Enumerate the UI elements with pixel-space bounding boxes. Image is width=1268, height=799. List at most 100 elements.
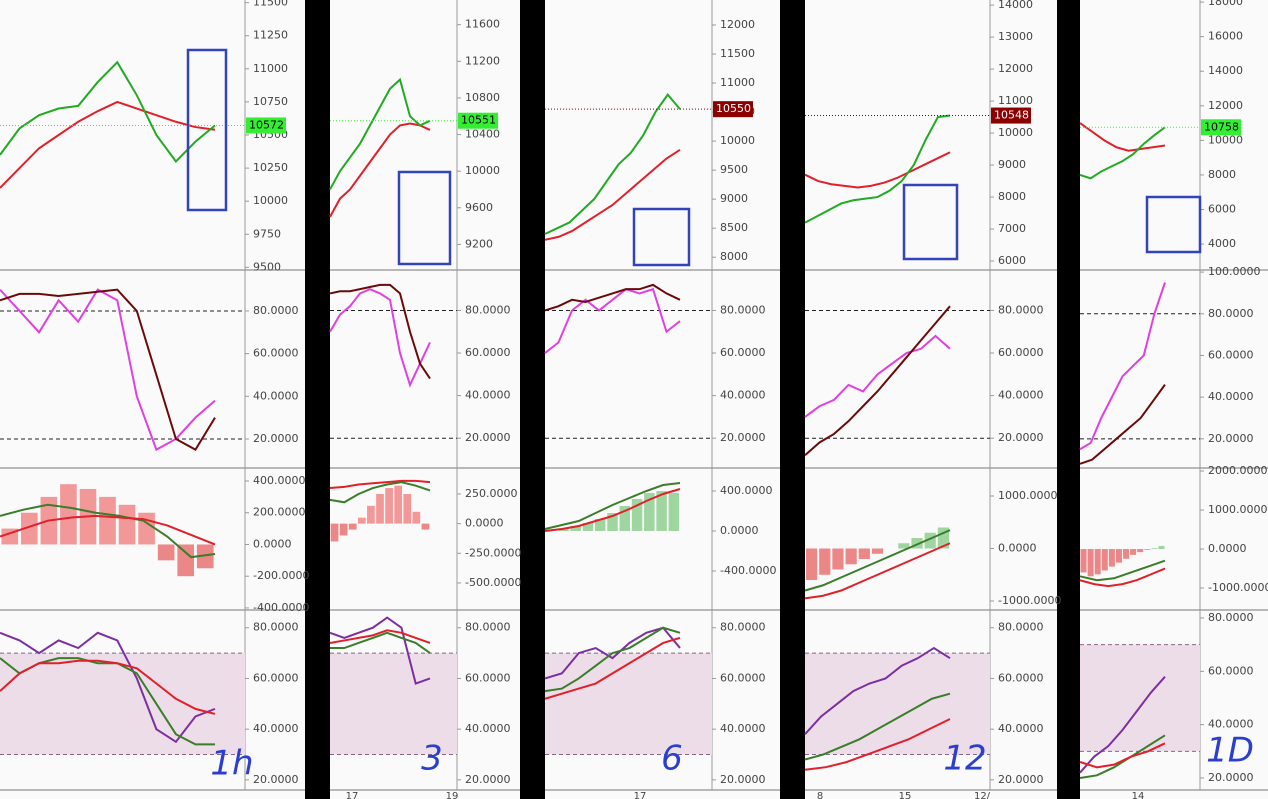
series-line [329, 616, 431, 685]
histogram-bar [858, 548, 870, 560]
y-tick-label: 12000 [1208, 99, 1243, 112]
histogram-bar [845, 548, 857, 565]
y-tick-label: 80.0000 [465, 621, 511, 634]
histogram-bar [937, 527, 950, 549]
y-tick-label: 10000 [720, 134, 755, 147]
histogram-bar [558, 529, 569, 531]
series-line [329, 481, 431, 504]
y-tick-label: 14000 [1208, 64, 1243, 77]
y-tick-label: 8500 [720, 221, 748, 234]
highlight-box [1145, 195, 1202, 254]
y-tick-label: 20.0000 [465, 431, 511, 444]
histogram-bar [21, 512, 38, 545]
x-tick-label: 12/ [974, 791, 991, 799]
y-tick-label: 0.0000 [720, 524, 759, 537]
series-line [0, 659, 216, 715]
y-tick-label: 0.0000 [465, 517, 504, 530]
y-tick-label: 40.0000 [720, 722, 766, 735]
price-tag [246, 117, 286, 134]
highlight-box [397, 170, 452, 266]
histogram-bar [339, 523, 348, 536]
series-line [1079, 282, 1166, 451]
y-tick-label: 60.0000 [253, 671, 299, 684]
histogram-bar [1101, 549, 1108, 571]
y-tick-label: 12000 [720, 18, 755, 31]
y-tick-label: 11250 [253, 29, 288, 42]
series-line [1079, 559, 1166, 582]
handwritten-label: 6 [661, 739, 683, 779]
y-tick-label: 20.0000 [1208, 432, 1254, 445]
y-tick-label: 60.0000 [720, 346, 766, 359]
y-tick-label: 20.0000 [253, 432, 299, 445]
series-line [804, 542, 951, 600]
y-tick-label: 80.0000 [720, 303, 766, 316]
y-tick-label: 20.0000 [253, 773, 299, 786]
price-tag-label: 10551 [461, 114, 496, 127]
histogram-bar [118, 504, 136, 545]
series-line [329, 288, 431, 388]
y-tick-label: 12000 [998, 62, 1033, 75]
y-tick-label: 20.0000 [1208, 771, 1254, 784]
y-tick-label: 10000 [465, 164, 500, 177]
y-tick-label: 40.0000 [253, 722, 299, 735]
histogram-bar [656, 491, 667, 531]
y-tick-label: 80.0000 [253, 304, 299, 317]
price-tag [713, 101, 753, 118]
series-line [0, 631, 216, 744]
histogram-bar [898, 543, 910, 549]
rsi-band [0, 653, 245, 755]
handwritten-label: 12 [943, 739, 986, 779]
x-tick-label: 8 [817, 791, 823, 799]
y-tick-label: 10800 [465, 91, 500, 104]
y-tick-label: 80.0000 [720, 621, 766, 634]
price-tag-label: 10572 [249, 118, 284, 131]
histogram-bar [1144, 549, 1151, 550]
y-tick-label: 20.0000 [998, 773, 1044, 786]
histogram-bar [832, 548, 844, 570]
histogram-bar [412, 511, 421, 524]
series-line [544, 636, 681, 700]
histogram-bar [819, 548, 831, 575]
y-tick-label: -1000.0000 [998, 594, 1061, 607]
histogram-bar [595, 519, 606, 531]
series-line [804, 646, 951, 735]
histogram-bar [138, 512, 155, 545]
histogram-bar [403, 493, 412, 524]
histogram-bar [644, 493, 655, 531]
histogram-bar [385, 488, 393, 524]
price-tag [1201, 119, 1241, 136]
histogram-bar [421, 523, 430, 530]
price-tag [458, 112, 498, 129]
y-tick-label: 1000.0000 [1208, 503, 1268, 516]
y-tick-label: 40.0000 [465, 722, 511, 735]
handwritten-label: 3 [421, 739, 443, 779]
series-line [0, 100, 216, 189]
series-line [1079, 742, 1166, 769]
y-tick-label: 8000 [1208, 168, 1236, 181]
y-tick-label: 11600 [465, 18, 500, 31]
y-tick-label: -1000.0000 [1208, 581, 1268, 594]
series-line [804, 114, 951, 224]
y-tick-label: -400.0000 [720, 564, 776, 577]
histogram-bar [394, 485, 403, 524]
y-tick-label: 11500 [253, 0, 288, 9]
histogram-bar [1108, 549, 1115, 567]
y-tick-label: 11500 [720, 47, 755, 60]
y-tick-label: 7000 [998, 222, 1026, 235]
y-tick-label: 40.0000 [465, 389, 511, 402]
histogram-bar [1151, 548, 1158, 550]
y-tick-label: 6000 [1208, 203, 1236, 216]
histogram-bar [619, 506, 630, 531]
y-tick-label: -400.0000 [253, 601, 309, 614]
y-tick-label: 2000.0000 [1208, 464, 1268, 477]
y-tick-label: 9200 [465, 237, 493, 250]
histogram-bar [1137, 549, 1144, 553]
y-tick-label: 0.0000 [1208, 542, 1247, 555]
series-line [1079, 567, 1166, 588]
y-tick-label: 40.0000 [1208, 390, 1254, 403]
y-tick-label: 10000 [1208, 133, 1243, 146]
series-line [329, 283, 431, 380]
histogram-bar [330, 523, 339, 542]
price-tag-label: 10548 [994, 109, 1029, 122]
